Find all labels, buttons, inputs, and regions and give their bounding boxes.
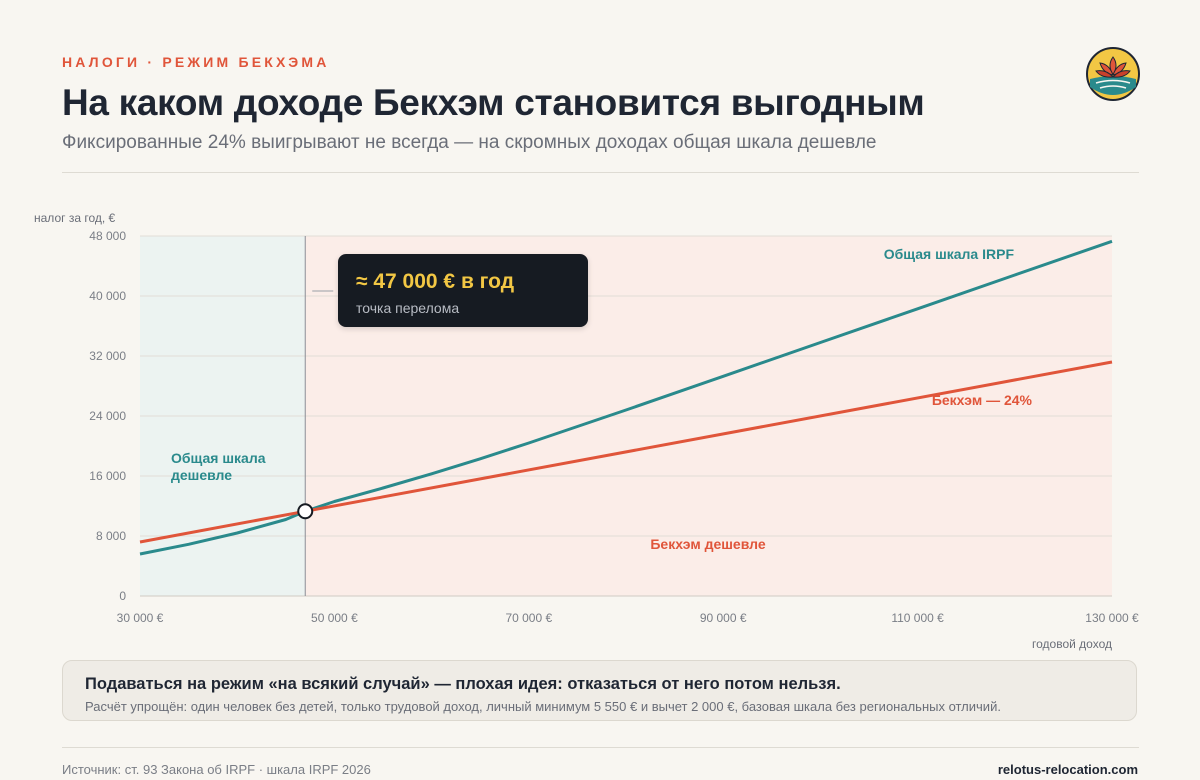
- y-tick-label: 8 000: [96, 529, 126, 543]
- page-subtitle: Фиксированные 24% выигрывают не всегда —…: [62, 132, 877, 153]
- crossover-callout: ≈ 47 000 € в год точка перелома: [338, 254, 588, 327]
- page-title: На каком доходе Бекхэм становится выгодн…: [62, 82, 925, 123]
- y-tick-label: 0: [119, 589, 126, 603]
- region-beckham-label: Бекхэм дешевле: [650, 536, 766, 552]
- x-tick-label: 90 000 €: [700, 611, 747, 625]
- crossover-point: [297, 503, 314, 520]
- y-axis-label: налог за год, €: [34, 211, 116, 225]
- x-tick-label: 130 000 €: [1085, 611, 1139, 625]
- y-axis-ticks: 0 8 000 16 000 24 000 32 000 40 000 48 000: [89, 229, 126, 603]
- source-text: Источник: ст. 93 Закона об IRPF · шкала …: [62, 762, 371, 777]
- y-tick-label: 48 000: [89, 229, 126, 243]
- y-tick-label: 40 000: [89, 289, 126, 303]
- site-link[interactable]: relotus-relocation.com: [997, 762, 1138, 777]
- series-label-beckham: Бекхэм — 24%: [932, 392, 1033, 408]
- x-tick-label: 110 000 €: [891, 611, 944, 625]
- eyebrow: НАЛОГИ · РЕЖИМ БЕКХЭМА: [62, 54, 330, 70]
- chart: 0 8 000 16 000 24 000 32 000 40 000 48 000 30 …: [34, 211, 1139, 651]
- footer-divider: [62, 747, 1139, 748]
- note-box: Подаваться на режим «на всякий случай» —…: [62, 660, 1137, 721]
- x-axis-ticks: 30 000 € 50 000 € 70 000 € 90 000 € 110 000 …: [117, 611, 1139, 625]
- y-tick-label: 24 000: [89, 409, 126, 423]
- series-line-irpf: [139, 239, 1113, 556]
- series-label-irpf: Общая шкала IRPF: [884, 246, 1015, 262]
- x-tick-label: 50 000 €: [311, 611, 358, 625]
- note-main-text: Подаваться на режим «на всякий случай» —…: [85, 675, 841, 693]
- y-tick-label: 16 000: [89, 469, 126, 483]
- header-divider: [62, 172, 1139, 173]
- y-tick-label: 32 000: [89, 349, 126, 363]
- crossover-value: ≈ 47 000 € в год: [356, 270, 515, 293]
- x-tick-label: 30 000 €: [117, 611, 164, 625]
- x-axis-label: годовой доход: [1032, 637, 1112, 651]
- x-tick-label: 70 000 €: [505, 611, 552, 625]
- note-sub-text: Расчёт упрощён: один человек без детей, …: [85, 699, 1001, 714]
- region-irpf-label: Общая шкала дешевле: [171, 450, 266, 483]
- chart-grid: [140, 235, 1112, 597]
- lotus-icon: [1086, 47, 1140, 101]
- crossover-label: точка перелома: [356, 300, 460, 316]
